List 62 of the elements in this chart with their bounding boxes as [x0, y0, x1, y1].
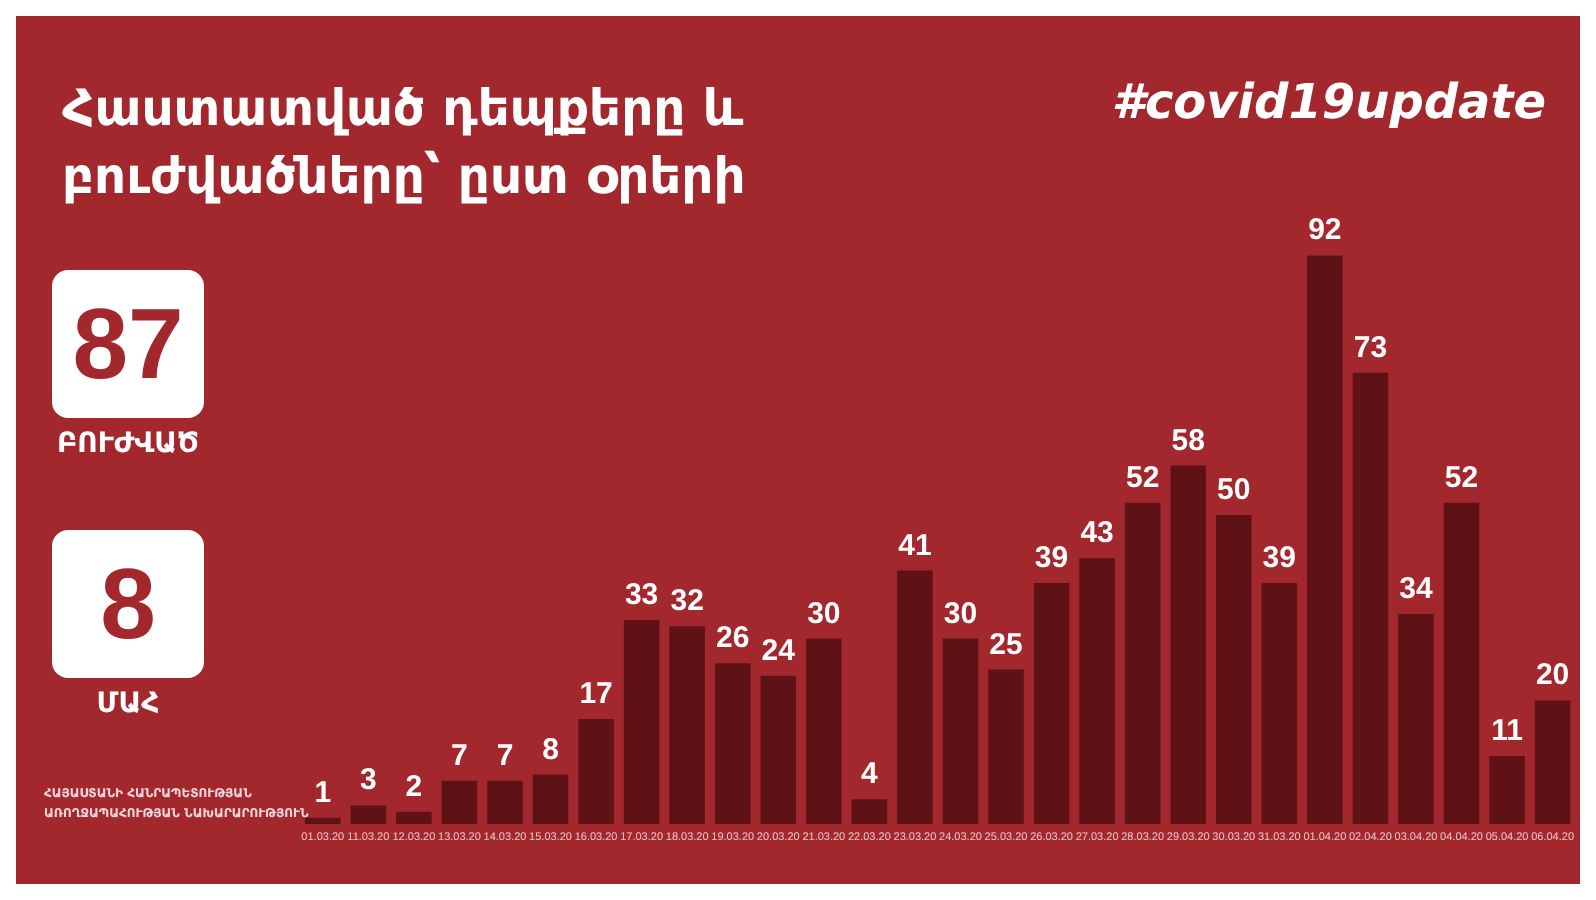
data-label: 30 — [943, 596, 978, 631]
bar — [1033, 582, 1070, 824]
bar — [441, 780, 478, 824]
bar — [1352, 372, 1389, 824]
bar — [1398, 613, 1434, 824]
bar — [305, 817, 341, 824]
data-label: 25 — [989, 627, 1023, 662]
bar — [532, 774, 569, 824]
bar — [851, 799, 888, 824]
bar — [1307, 255, 1343, 824]
data-label: 34 — [1399, 571, 1434, 606]
bar — [1124, 502, 1161, 824]
data-label: 30 — [807, 596, 841, 631]
data-label: 43 — [1080, 516, 1114, 551]
data-label: 7 — [451, 738, 468, 773]
data-label: 32 — [670, 584, 704, 619]
bar — [897, 570, 933, 824]
data-label: 41 — [898, 528, 932, 563]
text: ԲՈՒԺՎԱԾ — [56, 428, 200, 460]
data-label: 2 — [405, 769, 423, 804]
data-label: 8 — [542, 732, 559, 767]
bar — [1489, 756, 1525, 824]
bar — [350, 805, 387, 824]
data-label: 73 — [1353, 330, 1388, 365]
data-label: 11 — [1491, 714, 1523, 749]
data-label: 20 — [1535, 658, 1570, 693]
chart-subtitle: #covid19update — [1111, 74, 1547, 130]
bar — [760, 675, 797, 824]
data-label: 52 — [1444, 460, 1479, 495]
bar — [942, 638, 979, 824]
bar — [578, 718, 614, 824]
data-label: 58 — [1171, 423, 1205, 458]
bar — [1261, 582, 1298, 824]
bar — [714, 663, 751, 824]
bar — [1170, 465, 1206, 824]
text: 8 — [100, 548, 156, 660]
bar — [1534, 700, 1571, 824]
bar — [1215, 515, 1252, 824]
bar — [806, 638, 842, 824]
data-label: 24 — [761, 633, 797, 668]
bar — [1443, 502, 1480, 824]
bar — [396, 811, 432, 824]
bar — [487, 780, 523, 824]
data-label: 39 — [1262, 540, 1296, 575]
bar — [988, 669, 1024, 824]
data-label: 52 — [1125, 460, 1160, 495]
data-label: 1 — [314, 775, 332, 810]
data-label: 26 — [716, 621, 750, 656]
bar — [1079, 558, 1115, 824]
data-label: 3 — [359, 763, 377, 798]
data-label: 92 — [1308, 213, 1342, 248]
text: ՄԱՀ — [96, 688, 160, 720]
text: 87 — [72, 288, 184, 400]
data-label: 33 — [624, 578, 659, 613]
data-label: 7 — [496, 738, 514, 773]
data-label: 39 — [1034, 540, 1069, 575]
data-label: 50 — [1217, 473, 1251, 507]
bar — [669, 626, 705, 824]
data-label: 4 — [861, 757, 880, 792]
data-label: 17 — [579, 676, 613, 711]
chart-title: Հաստատված դեպքերը և բուժվածները՝ ըստ օրերի — [62, 79, 746, 205]
bar — [623, 620, 660, 824]
